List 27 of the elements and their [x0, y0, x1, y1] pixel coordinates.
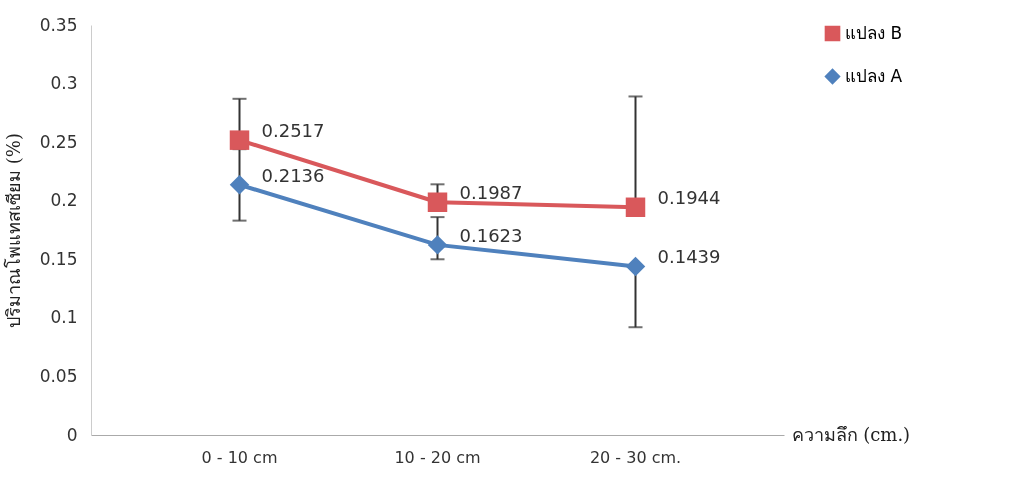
- x-axis-title: ความลึก (cm.): [791, 423, 911, 445]
- y-axis-title: ปริมาณโพแทสเซียม (%): [2, 133, 24, 328]
- data-label: 0.1623: [459, 224, 523, 246]
- point: [625, 256, 646, 277]
- data-label: 0.2517: [261, 120, 325, 142]
- y-tick-label: 0.35: [39, 14, 78, 35]
- point: [625, 197, 646, 218]
- x-tick-label: 10 - 20 cm: [394, 447, 481, 467]
- x-tick-label: 0 - 10 cm: [201, 447, 278, 467]
- y-tick-label: 0.25: [39, 131, 78, 152]
- data-label: 0.1439: [657, 246, 721, 268]
- legend-label: แปลง A: [845, 65, 903, 86]
- legend-label: แปลง B: [845, 22, 903, 43]
- point: [229, 130, 250, 150]
- y-tick-label: 0: [66, 424, 78, 445]
- y-tick-label: 0.15: [39, 248, 78, 269]
- data-label: 0.1987: [459, 182, 523, 204]
- point: [427, 235, 448, 255]
- y-tick-label: 0.2: [50, 190, 78, 211]
- data-label: 0.1944: [657, 187, 721, 209]
- data-label: 0.2136: [261, 164, 325, 186]
- y-tick-label: 0.1: [50, 307, 78, 328]
- y-tick-label: 0.3: [50, 73, 78, 94]
- point: [229, 175, 250, 195]
- y-tick-label: 0.05: [39, 365, 78, 386]
- x-tick-label: 20 - 30 cm.: [589, 447, 682, 467]
- point: [427, 192, 448, 212]
